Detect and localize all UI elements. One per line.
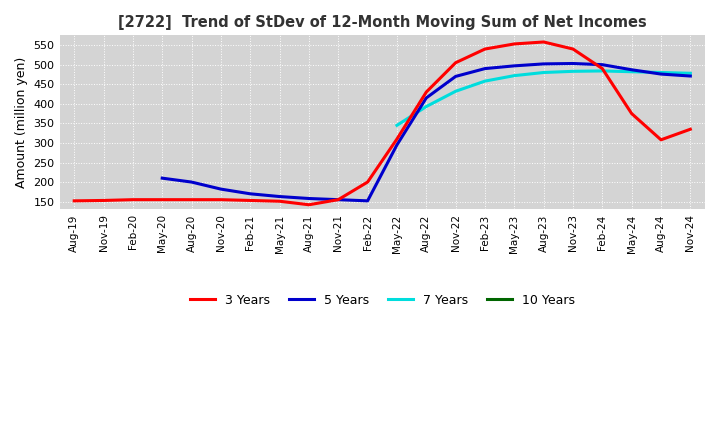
Legend: 3 Years, 5 Years, 7 Years, 10 Years: 3 Years, 5 Years, 7 Years, 10 Years	[185, 289, 580, 312]
5 Years	[451, 74, 460, 79]
5 Years	[187, 180, 196, 185]
5 Years	[598, 62, 607, 67]
5 Years	[364, 198, 372, 203]
5 Years	[334, 197, 343, 202]
7 Years	[481, 78, 490, 84]
3 Years	[686, 127, 695, 132]
3 Years	[217, 197, 225, 202]
Title: [2722]  Trend of StDev of 12-Month Moving Sum of Net Incomes: [2722] Trend of StDev of 12-Month Moving…	[118, 15, 647, 30]
5 Years	[539, 61, 548, 66]
7 Years	[451, 88, 460, 94]
5 Years	[246, 191, 255, 196]
5 Years	[392, 142, 401, 147]
7 Years	[392, 123, 401, 128]
7 Years	[539, 70, 548, 75]
7 Years	[657, 70, 665, 75]
7 Years	[627, 69, 636, 74]
3 Years	[275, 198, 284, 204]
Line: 3 Years: 3 Years	[74, 42, 690, 205]
7 Years	[598, 68, 607, 73]
3 Years	[392, 136, 401, 142]
3 Years	[364, 180, 372, 185]
3 Years	[451, 60, 460, 66]
3 Years	[99, 198, 108, 203]
Line: 5 Years: 5 Years	[162, 63, 690, 201]
3 Years	[657, 137, 665, 143]
3 Years	[422, 89, 431, 95]
5 Years	[217, 187, 225, 192]
3 Years	[305, 202, 313, 207]
3 Years	[158, 197, 166, 202]
3 Years	[334, 197, 343, 202]
7 Years	[422, 104, 431, 109]
5 Years	[627, 67, 636, 73]
5 Years	[481, 66, 490, 71]
3 Years	[598, 66, 607, 71]
7 Years	[510, 73, 518, 78]
3 Years	[510, 41, 518, 47]
5 Years	[158, 176, 166, 181]
3 Years	[187, 197, 196, 202]
5 Years	[510, 63, 518, 69]
5 Years	[422, 95, 431, 101]
5 Years	[686, 73, 695, 79]
3 Years	[70, 198, 78, 203]
7 Years	[686, 71, 695, 76]
3 Years	[627, 111, 636, 116]
3 Years	[569, 46, 577, 51]
5 Years	[569, 61, 577, 66]
5 Years	[657, 71, 665, 77]
7 Years	[569, 69, 577, 74]
Y-axis label: Amount (million yen): Amount (million yen)	[15, 57, 28, 188]
3 Years	[246, 198, 255, 203]
Line: 7 Years: 7 Years	[397, 71, 690, 125]
3 Years	[539, 39, 548, 44]
5 Years	[275, 194, 284, 199]
3 Years	[481, 46, 490, 51]
5 Years	[305, 196, 313, 201]
3 Years	[129, 197, 138, 202]
